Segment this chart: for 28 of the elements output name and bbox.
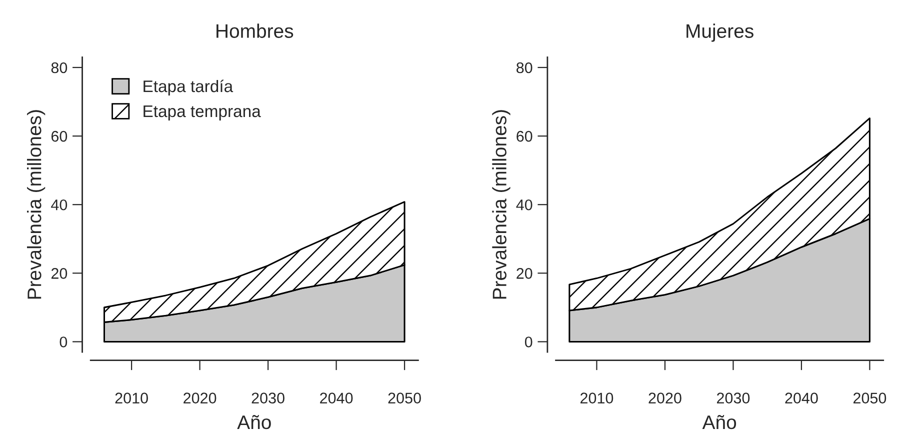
chart-title: Mujeres	[686, 24, 754, 42]
y-tick-label: 20	[516, 268, 532, 279]
x-tick-label: 2030	[716, 392, 750, 404]
legend-label: Etapa temprana	[144, 106, 261, 120]
chart-title: Hombres	[216, 24, 294, 38]
y-tick-label: 60	[51, 130, 68, 142]
legend-label: Etapa tardía	[144, 80, 234, 96]
x-axis-title: Año	[237, 414, 271, 430]
y-tick-label: 0	[60, 336, 68, 348]
x-tick-label: 2010	[580, 392, 614, 404]
y-axis-title: Prevalencia (millones)	[27, 110, 46, 299]
y-tick-label: 20	[51, 268, 68, 279]
x-axis-title: Año	[702, 414, 736, 430]
x-tick-label: 2040	[785, 392, 818, 404]
x-tick-label: 2030	[252, 392, 284, 404]
y-tick-label: 80	[51, 62, 68, 74]
x-tick-label: 2010	[115, 392, 148, 404]
x-tick-label: 2020	[648, 392, 682, 404]
y-tick-label: 80	[516, 62, 532, 74]
y-tick-label: 40	[51, 199, 68, 210]
y-tick-label: 60	[516, 130, 532, 142]
x-tick-label: 2050	[853, 392, 886, 404]
x-tick-label: 2050	[388, 392, 421, 404]
y-axis-title: Prevalencia (millones)	[492, 110, 510, 299]
x-tick-label: 2040	[320, 392, 353, 404]
y-tick-label: 0	[524, 336, 532, 348]
y-tick-label: 40	[516, 199, 532, 210]
x-tick-label: 2020	[184, 392, 216, 404]
